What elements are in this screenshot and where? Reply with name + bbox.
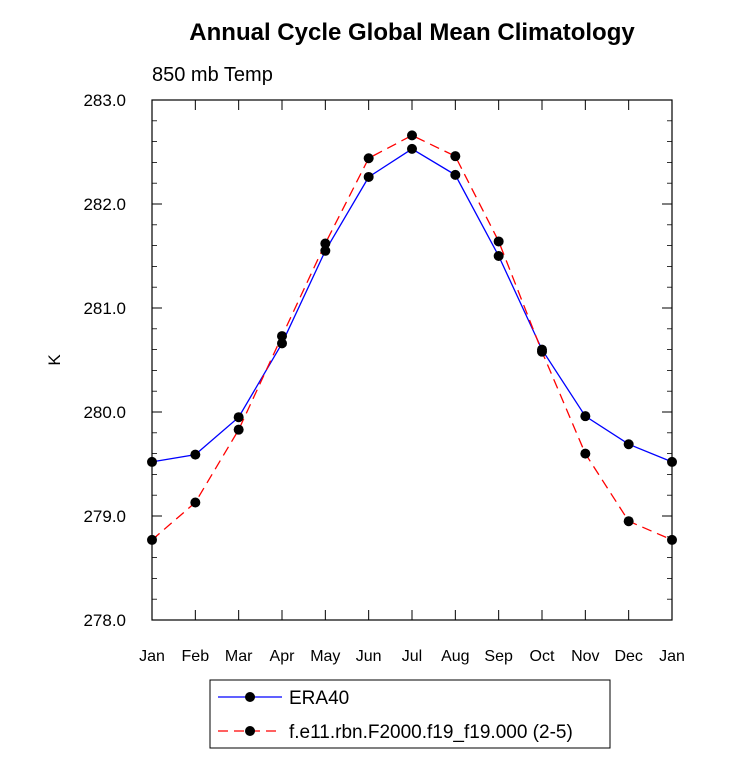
series-0-point [320,245,331,256]
series-0-point [363,171,374,182]
x-tick-label: Sep [484,648,513,665]
series-0-point [233,412,244,423]
series-1-point [623,516,634,527]
x-tick-label: Aug [441,648,469,665]
legend-label-era40: ERA40 [289,688,349,709]
series-1-point [320,238,331,249]
legend-marker-era40 [245,692,255,702]
y-tick-label: 278.0 [83,611,126,630]
series-0-point [623,439,634,450]
series-1-point [667,534,677,545]
x-tick-label: Jul [402,648,422,665]
series-1-point [277,331,287,342]
series-1-point [190,497,201,508]
chart-title: Annual Cycle Global Mean Climatology [189,19,635,46]
series-1-point [363,153,374,164]
series-line-1 [151,134,673,541]
x-tick-label: Apr [270,648,296,665]
chart-subtitle: 850 mb Temp [152,64,273,86]
legend: ERA40 f.e11.rbn.F2000.f19_f19.000 (2-5) [209,679,611,749]
series-layer [147,130,677,545]
series-0-point [450,169,461,180]
x-tick-label: Dec [614,648,642,665]
series-0-point [147,456,157,467]
series-line-0 [151,148,673,463]
axis-ticks: 278.0 279.0 280.0 281.0 282.0 283.0 Jan Feb Mar A… [83,91,684,665]
x-tick-label: Feb [182,648,210,665]
series-0-point [580,411,591,422]
x-tick-label: Mar [225,648,253,665]
y-tick-label: 281.0 [83,299,126,318]
x-tick-label: Jan [139,648,165,665]
series-1-point [537,346,547,357]
series-0-point [277,338,287,349]
y-tick-label: 283.0 [83,91,126,110]
y-tick-label: 279.0 [83,507,126,526]
series-0-point [190,449,201,460]
series-0-point [407,143,417,154]
x-tick-label: Jun [356,648,382,665]
y-tick-label: 280.0 [83,403,126,422]
x-tick-label: May [310,648,340,665]
series-1-point [233,424,244,435]
series-1-point [493,236,504,247]
y-tick-label: 282.0 [83,195,126,214]
y-axis-label: K [45,354,64,366]
x-tick-label: Jan [659,648,685,665]
x-tick-label: Nov [571,648,599,665]
legend-marker-model [245,726,255,736]
series-1-point [450,151,461,162]
plot-frame [151,99,673,621]
legend-label-model: f.e11.rbn.F2000.f19_f19.000 (2-5) [289,722,573,743]
series-0-point [667,456,677,467]
series-1-point [147,534,157,545]
series-1-point [580,448,591,459]
series-1-point [407,130,417,141]
x-tick-label: Oct [530,648,555,665]
legend-box [209,679,611,749]
series-0-point [493,251,504,261]
